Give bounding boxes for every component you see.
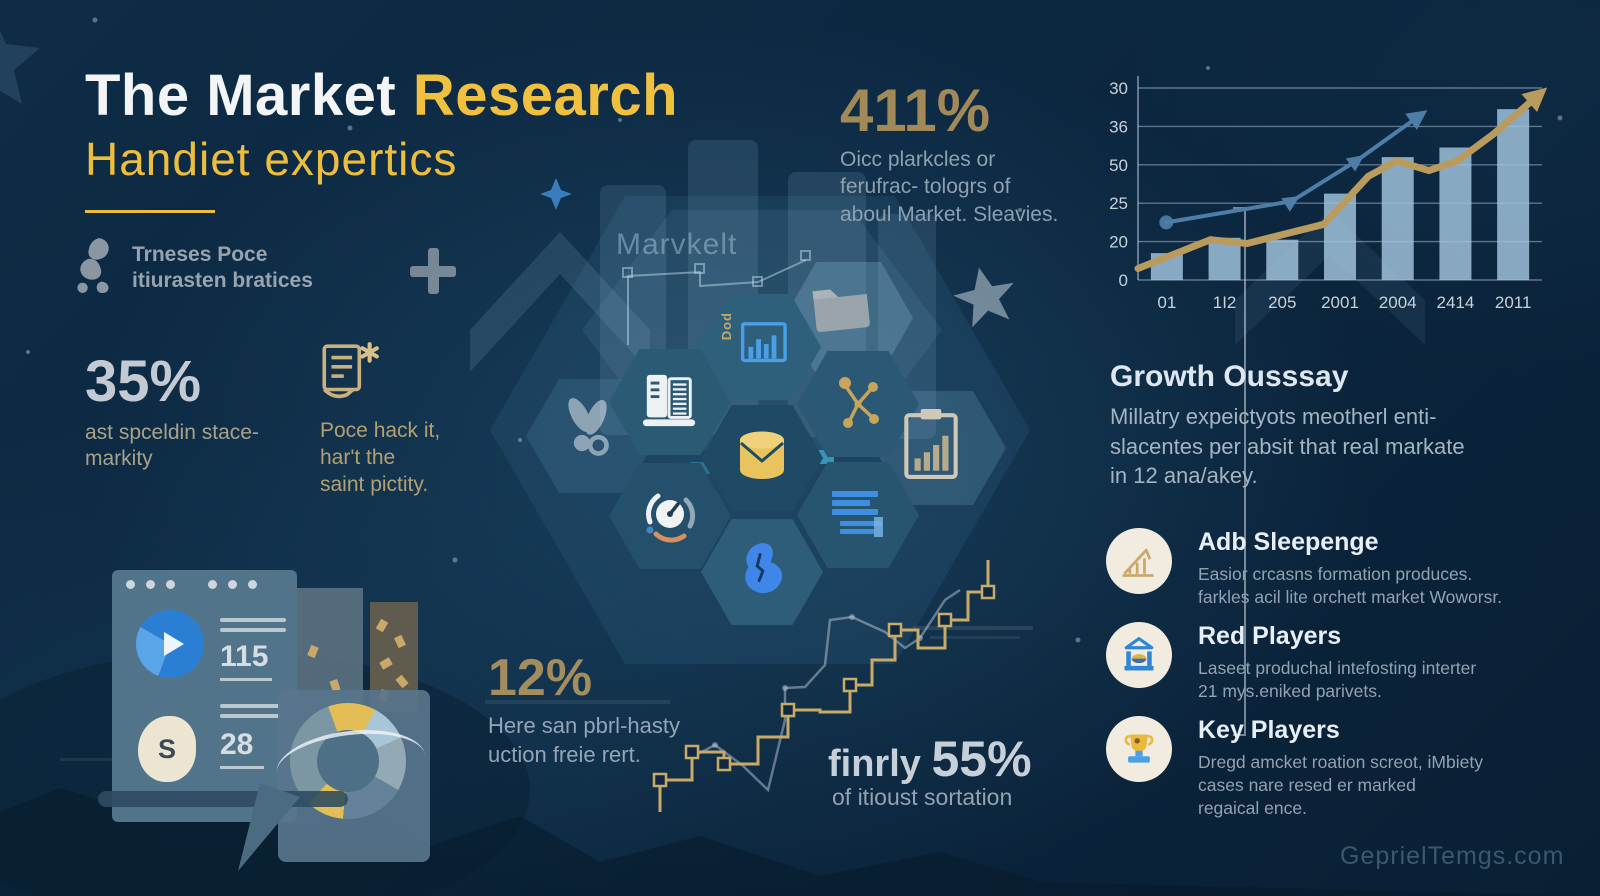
list-item-key-players: Key Players Dregd amcket roation screot,…: [1106, 716, 1546, 819]
doc-lines-hex: [797, 462, 919, 568]
watermark: GeprielTemgs.com: [1340, 842, 1565, 870]
growth-heading: Growth Ousssay: [1110, 360, 1349, 393]
player-body: Easior crcasns formation produces. farkl…: [1198, 564, 1503, 607]
growth-combo-chart: 0 20 25 50 36 30 01 1I2 205 2001 2004 2414 2011: [1109, 76, 1548, 312]
stat-411-value: 411%: [840, 77, 991, 144]
title-white: The Market: [85, 63, 397, 128]
window-dot: [228, 580, 237, 589]
server-icon: [641, 371, 699, 434]
stat-35-value: 35%: [85, 349, 202, 414]
folder-icon: [808, 276, 874, 339]
growth-bars-icon: [1106, 528, 1172, 594]
doc-lines-icon: [828, 485, 888, 546]
flag-shape: [238, 783, 300, 871]
stat-12-value: 12%: [488, 649, 593, 707]
brand-line1: Trneses Poce: [132, 243, 268, 267]
page-subtitle: Handiet expertics: [85, 133, 458, 185]
player-body: Dregd amcket roation screot, iMbiety cas…: [1198, 752, 1483, 818]
list-item-red-players: Red Players Laseet produchal intefosting…: [1106, 622, 1546, 703]
currency-symbol: S: [157, 733, 176, 764]
player-body: Laseet produchal intefosting interter 21…: [1198, 658, 1477, 701]
hex-cluster-label: Marvkelt: [616, 228, 738, 261]
scissors-hex: [554, 394, 624, 469]
svg-text:50: 50: [1109, 156, 1128, 175]
player-title: Adb Sleepenge: [1198, 528, 1379, 556]
svg-text:01: 01: [1157, 293, 1176, 312]
clipboard-hex: [902, 407, 960, 486]
brand-line2: itiurasten bratices: [132, 268, 313, 292]
dashboard-metric-2: 28: [220, 728, 254, 761]
svg-text:30: 30: [1109, 79, 1128, 98]
stat-55-value: finrly 55%: [828, 730, 1032, 788]
svg-text:36: 36: [1109, 117, 1128, 136]
hand-icon: [733, 541, 791, 604]
dashboard-metric-1: 115: [220, 640, 269, 673]
svg-text:20: 20: [1109, 233, 1128, 252]
laptop-base: [98, 791, 348, 807]
note-text: Poce hack it, har't the saint pictity.: [320, 419, 441, 496]
document-asterisk-icon: [318, 340, 380, 411]
list-item-adb-sleepenge: Adb Sleepenge Easior crcasns formation p…: [1106, 528, 1546, 609]
svg-text:25: 25: [1109, 194, 1128, 213]
svg-text:205: 205: [1268, 293, 1296, 312]
building-icon: [1106, 622, 1172, 688]
brand-logo-icon: [72, 236, 118, 299]
network-icon: [828, 372, 888, 437]
svg-text:0: 0: [1119, 271, 1128, 290]
svg-text:2414: 2414: [1437, 293, 1475, 312]
trophy-icon: [1106, 716, 1172, 782]
clipboard-icon: [902, 407, 960, 486]
doc-label: Dod: [719, 312, 734, 341]
window-dot: [166, 580, 175, 589]
title-underline: [85, 210, 215, 213]
svg-text:1I2: 1I2: [1213, 293, 1237, 312]
window-dot: [248, 580, 257, 589]
svg-text:2011: 2011: [1495, 293, 1532, 312]
currency-blob: S: [138, 716, 196, 782]
svg-text:2004: 2004: [1379, 293, 1417, 312]
stat-55-label: finrly: [828, 743, 932, 785]
scissors-icon: [554, 394, 624, 469]
donut-hole: [317, 730, 379, 792]
app-window-illustration: 115 28 S: [112, 570, 297, 822]
stat-55-number: 55%: [931, 731, 1032, 787]
page-title: The Market Research: [85, 62, 678, 129]
window-dot: [126, 580, 135, 589]
stat-12-caption: Here san pbrl-hasty uction freie rert.: [488, 713, 680, 767]
database-icon: [730, 428, 794, 489]
growth-body: Millatry expeictyots meotherl enti- slac…: [1110, 404, 1465, 489]
title-yellow: Research: [412, 63, 678, 128]
stat-55-caption: of itioust sortation: [832, 784, 1013, 810]
stat-411-caption: Oicc plarkcles or ferufrac- tologrs of a…: [840, 148, 1059, 226]
window-dot: [208, 580, 217, 589]
gauge-icon: [640, 484, 700, 549]
folder-hex: [808, 276, 874, 339]
chart-doc-icon: [729, 318, 791, 377]
brand-block: Trneses Poce itiurasten bratices: [72, 236, 313, 299]
player-title: Key Players: [1198, 716, 1340, 744]
network-hex: [797, 351, 919, 457]
stat-35-caption: ast spceldin stace- markity: [85, 421, 259, 471]
svg-text:2001: 2001: [1321, 293, 1359, 312]
dashboard-illustration: 115 28 S: [90, 555, 500, 896]
play-button-icon: [136, 610, 204, 678]
window-dot: [146, 580, 155, 589]
player-title: Red Players: [1198, 622, 1342, 650]
